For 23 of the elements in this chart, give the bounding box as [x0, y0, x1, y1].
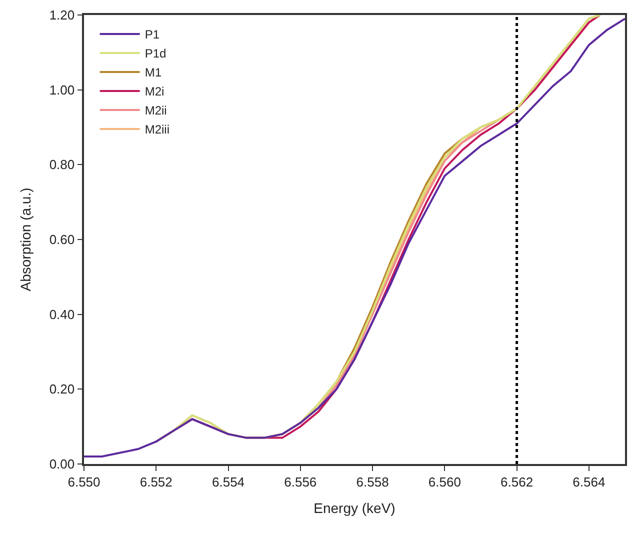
- x-tick-label: 6.556: [284, 474, 317, 490]
- legend-label: M2iii: [144, 122, 170, 137]
- legend-label: M2ii: [144, 104, 167, 118]
- legend-label: M1: [144, 66, 162, 80]
- x-tick-label: 6.554: [212, 474, 245, 490]
- x-axis-title: Energy (keV): [314, 500, 396, 516]
- y-tick-label: 0.60: [49, 232, 75, 248]
- y-tick-label: 1.00: [49, 82, 75, 98]
- x-tick-label: 6.550: [68, 474, 100, 490]
- y-tick-label: 0.80: [49, 157, 75, 172]
- y-axis-title: Absorption (a.u.): [17, 188, 34, 292]
- y-tick-label: 0.00: [49, 456, 75, 472]
- x-tick-label: 6.552: [140, 474, 172, 490]
- legend-label: P1: [144, 28, 160, 42]
- x-tick-label: 6.564: [572, 474, 606, 490]
- legend-label: P1d: [144, 46, 166, 61]
- legend-label: M2i: [144, 84, 164, 99]
- x-tick-label: 6.560: [428, 474, 461, 490]
- y-tick-label: 1.20: [49, 8, 75, 23]
- y-tick-label: 0.40: [49, 306, 75, 322]
- x-tick-label: 6.558: [356, 474, 389, 490]
- y-tick-label: 0.20: [49, 382, 75, 397]
- x-tick-label: 6.562: [500, 474, 534, 490]
